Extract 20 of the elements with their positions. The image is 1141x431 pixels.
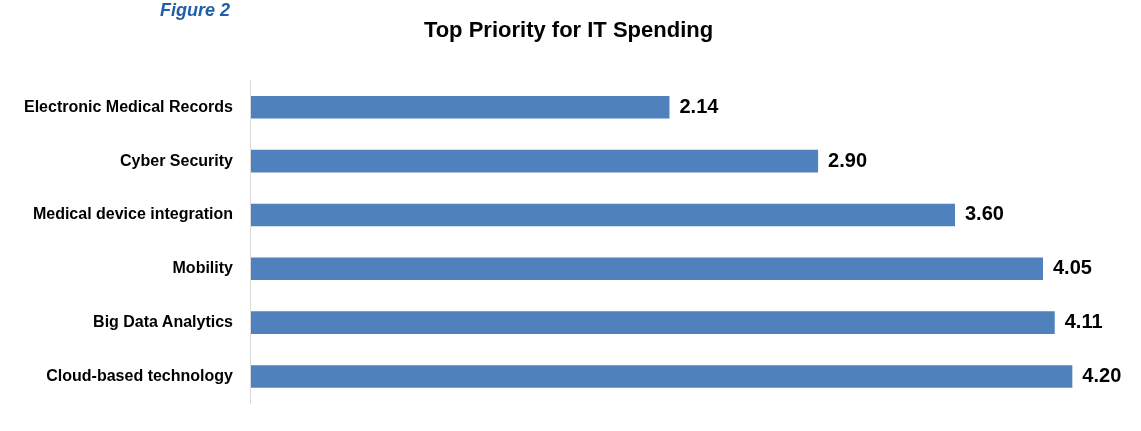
data-label: 4.05 — [1053, 256, 1092, 279]
bar — [250, 149, 819, 173]
data-label: 2.14 — [679, 94, 720, 117]
bar — [250, 365, 1073, 388]
y-tick-label: Big Data Analytics — [93, 313, 234, 331]
bar — [250, 257, 1043, 281]
y-tick-label: Medical device integration — [32, 205, 233, 223]
data-label: 3.60 — [964, 202, 1004, 225]
bar — [250, 203, 955, 227]
y-tick-label: Cyber Security — [120, 151, 234, 169]
chart-title: Top Priority for IT Spending — [423, 17, 714, 43]
bar — [250, 96, 670, 119]
data-label: 4.11 — [1064, 310, 1103, 333]
caption: Figure 2 — [160, 0, 231, 21]
data-label: 2.90 — [828, 148, 868, 171]
y-tick-label: Electronic Medical Records — [23, 97, 234, 115]
y-tick-label: Cloud-based technology — [46, 366, 234, 384]
bar — [250, 311, 1055, 334]
data-label: 4.20 — [1082, 364, 1122, 386]
y-tick-label: Mobility — [172, 259, 234, 277]
